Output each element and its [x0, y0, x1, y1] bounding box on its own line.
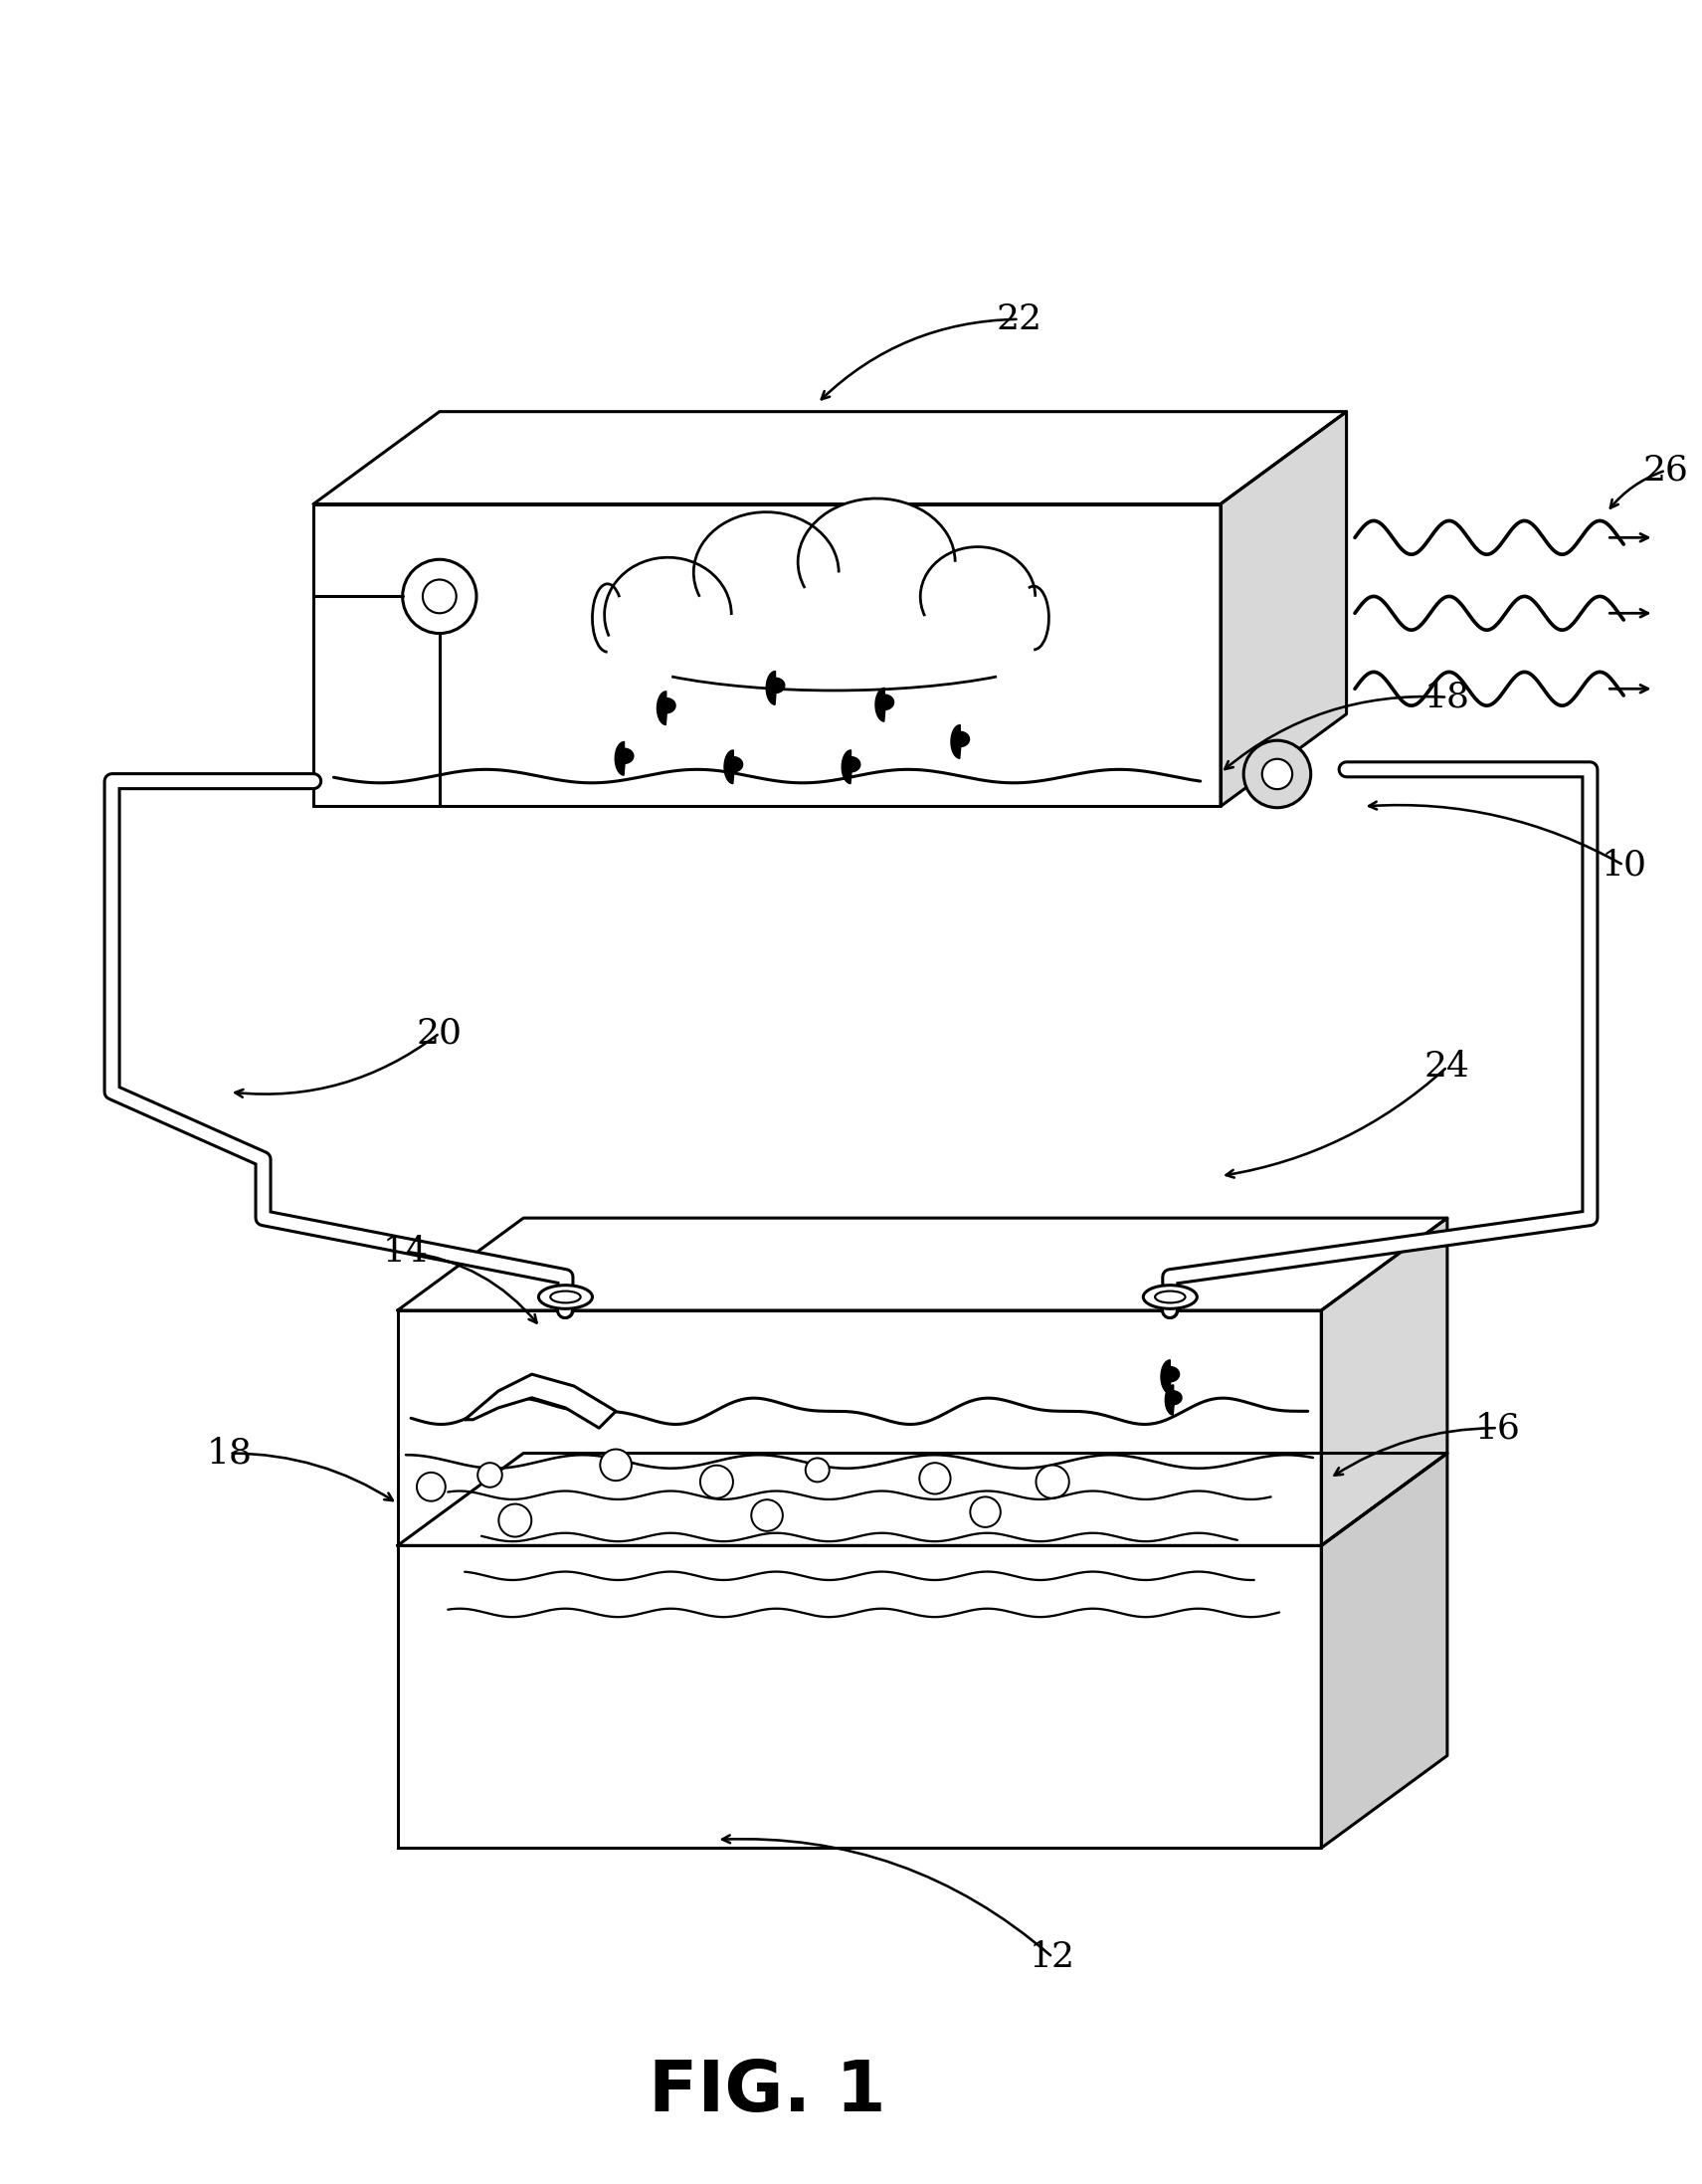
Polygon shape [398, 1219, 1447, 1310]
Polygon shape [1161, 1361, 1179, 1393]
Circle shape [415, 1470, 448, 1503]
Polygon shape [766, 670, 785, 705]
Polygon shape [398, 1546, 1321, 1848]
Polygon shape [951, 725, 970, 758]
Text: 14: 14 [383, 1234, 429, 1269]
Text: 20: 20 [417, 1016, 463, 1051]
Ellipse shape [1144, 1284, 1197, 1308]
Polygon shape [1321, 1219, 1447, 1546]
Polygon shape [1220, 411, 1346, 806]
Text: 10: 10 [1600, 847, 1646, 882]
Circle shape [477, 1461, 504, 1489]
Ellipse shape [798, 498, 955, 625]
Circle shape [968, 1496, 1002, 1529]
Text: 24: 24 [1425, 1051, 1471, 1083]
Text: 18: 18 [1425, 679, 1471, 714]
Text: 18: 18 [206, 1437, 252, 1470]
Circle shape [1263, 758, 1292, 788]
Text: 12: 12 [1030, 1939, 1076, 1974]
Polygon shape [1321, 1452, 1447, 1848]
Circle shape [599, 1448, 633, 1481]
Text: 26: 26 [1642, 454, 1688, 487]
Polygon shape [1166, 1385, 1181, 1415]
Ellipse shape [550, 1291, 580, 1304]
Text: 16: 16 [1476, 1411, 1520, 1446]
Ellipse shape [1156, 1291, 1185, 1304]
Ellipse shape [538, 1284, 592, 1308]
Polygon shape [875, 688, 894, 721]
Polygon shape [398, 1452, 1447, 1546]
Circle shape [922, 1465, 948, 1492]
Text: 22: 22 [996, 301, 1042, 336]
Polygon shape [313, 411, 1346, 505]
Circle shape [403, 559, 477, 633]
Circle shape [502, 1507, 528, 1533]
Ellipse shape [604, 557, 732, 673]
Circle shape [422, 579, 456, 614]
Polygon shape [313, 505, 1220, 806]
Circle shape [754, 1503, 780, 1529]
Text: FIG. 1: FIG. 1 [648, 2057, 885, 2125]
Circle shape [1038, 1468, 1067, 1496]
Ellipse shape [694, 511, 839, 633]
Polygon shape [723, 749, 742, 784]
Polygon shape [842, 749, 860, 784]
Circle shape [802, 1455, 832, 1485]
Polygon shape [657, 692, 676, 725]
Ellipse shape [735, 587, 933, 679]
Circle shape [1244, 740, 1311, 808]
Polygon shape [398, 1310, 1321, 1546]
Polygon shape [465, 1374, 616, 1428]
Ellipse shape [921, 546, 1035, 646]
Circle shape [701, 1468, 732, 1496]
Polygon shape [614, 743, 633, 775]
